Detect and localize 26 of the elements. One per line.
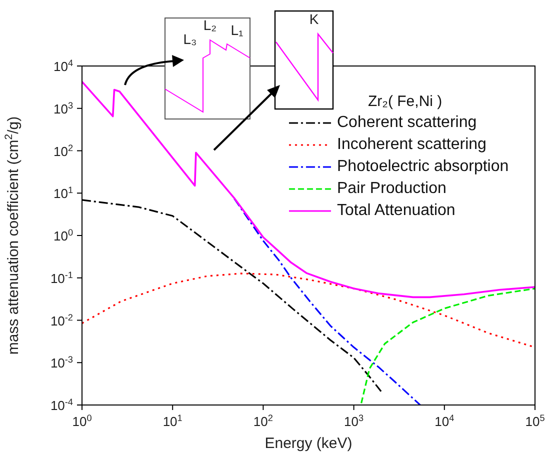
legend-label: Total Attenuation — [337, 202, 456, 220]
legend-label: Pair Production — [337, 180, 446, 198]
text: L₂ — [203, 17, 217, 33]
legend-label: Coherent scattering — [337, 114, 477, 132]
x-tick-label: 10$^{2}$ — [253, 413, 273, 429]
legend-label: Incoherent scattering — [337, 136, 486, 154]
legend-label: Photoelectric absorption — [337, 158, 509, 176]
y-tick-label: 10$^{4}$ — [53, 58, 73, 74]
text: K — [309, 11, 320, 27]
x-tick-label: 10$^{0}$ — [72, 413, 92, 429]
y-tick-label: 10$^{-4}$ — [50, 397, 73, 413]
x-tick-label: 10$^{3}$ — [344, 413, 364, 429]
text: L₁ — [230, 22, 244, 38]
x-tick-label: 10$^{1}$ — [162, 413, 182, 429]
x-tick-label: 10$^{4}$ — [434, 413, 454, 429]
y-tick-label: 10$^{0}$ — [53, 228, 73, 244]
text: L₃ — [183, 31, 197, 47]
y-tick-label: 10$^{-3}$ — [50, 354, 73, 371]
y-tick-label: 10$^{1}$ — [53, 185, 73, 202]
x-tick-label: 10$^{5}$ — [525, 413, 545, 429]
y-tick-label: 10$^{3}$ — [53, 100, 73, 116]
y-tick-label: 10$^{-2}$ — [50, 312, 73, 328]
y-tick-label: 10$^{2}$ — [53, 142, 73, 159]
y-tick-label: 10$^{-1}$ — [50, 270, 73, 286]
x-axis-title: Energy (keV) — [264, 435, 352, 452]
legend-title: Zr₂( Fe,Ni ) — [368, 93, 444, 110]
